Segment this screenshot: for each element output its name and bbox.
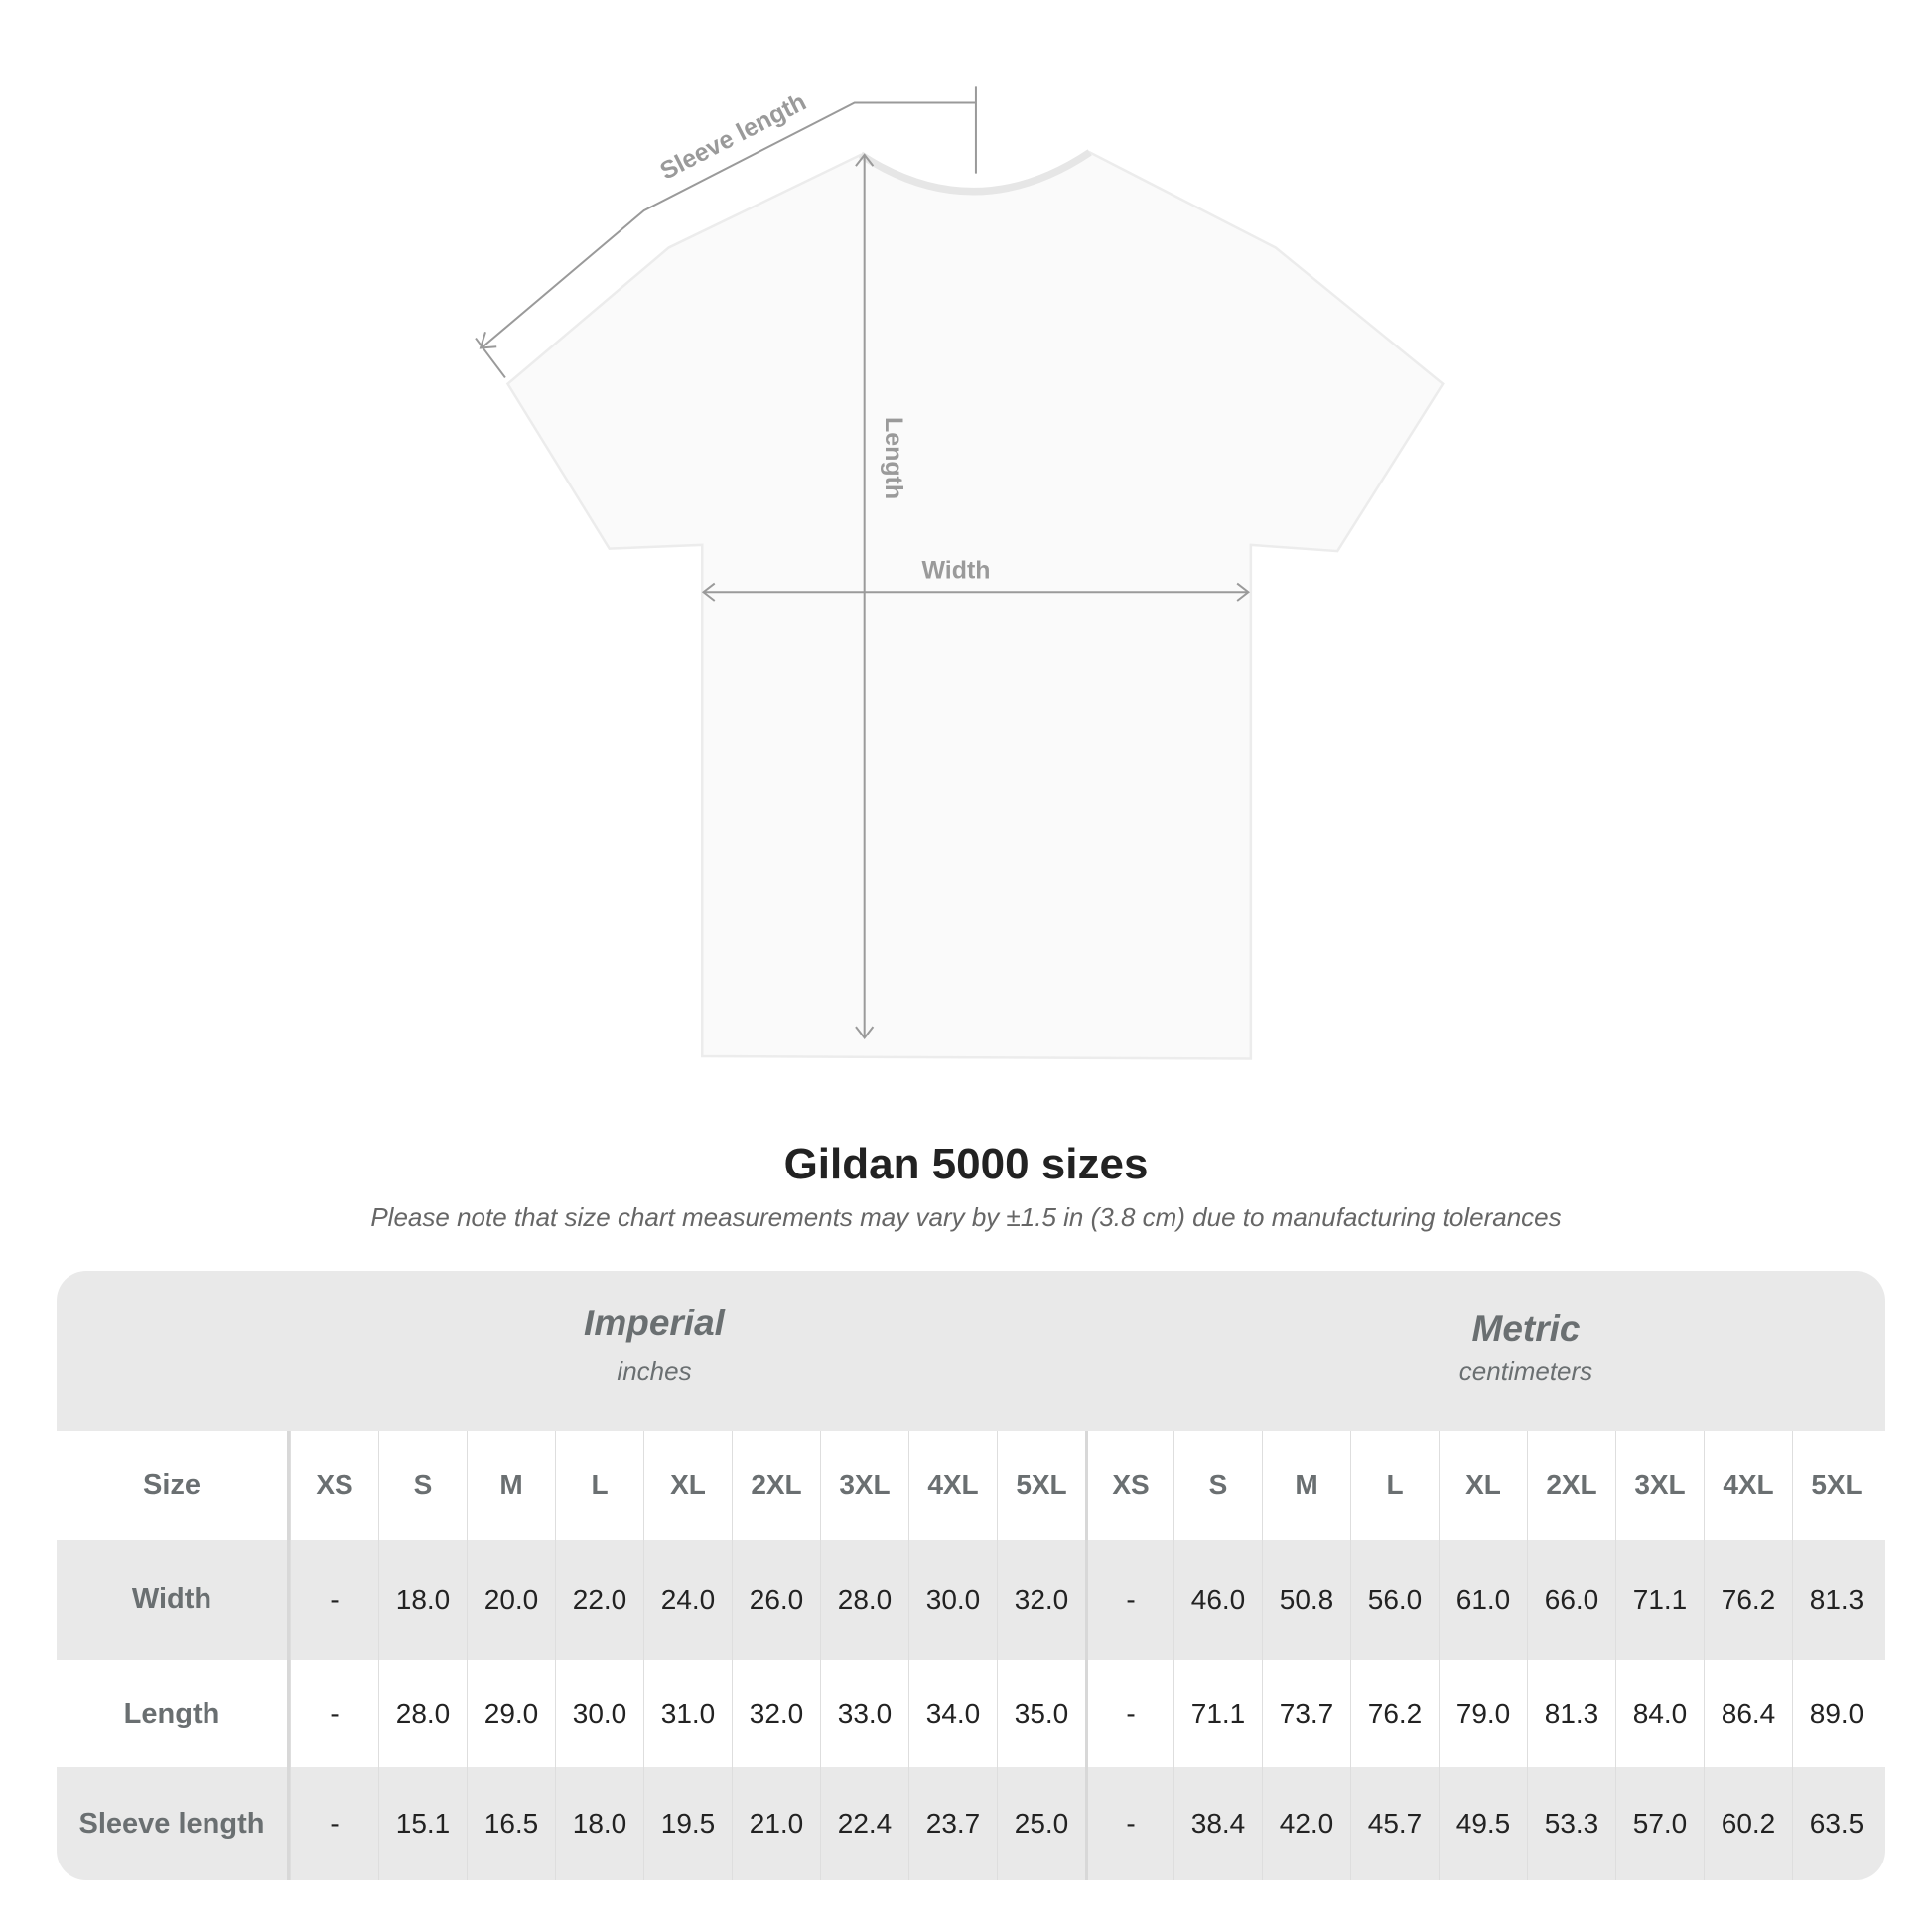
imperial-size-5xl: 5XL (997, 1431, 1085, 1540)
tolerance-note: Please note that size chart measurements… (370, 1202, 1562, 1232)
metric-cell: 57.0 (1615, 1767, 1704, 1880)
imperial-cell: 18.0 (378, 1540, 467, 1660)
metric-cell: 89.0 (1792, 1660, 1880, 1767)
unit-header: Imperial inches Metric centimeters (57, 1271, 1885, 1431)
sleeve-arrow (475, 86, 977, 379)
imperial-cell: 22.4 (820, 1767, 908, 1880)
imperial-size-s: S (378, 1431, 467, 1540)
imperial-cell: 31.0 (643, 1660, 732, 1767)
imperial-size-4xl: 4XL (908, 1431, 997, 1540)
page-title: Gildan 5000 sizes (783, 1140, 1149, 1188)
row-label: Sleeve length (57, 1767, 290, 1880)
imperial-cell: 33.0 (820, 1660, 908, 1767)
metric-cell: 76.2 (1350, 1660, 1439, 1767)
imperial-cell: 21.0 (732, 1767, 820, 1880)
imperial-cell: 22.0 (555, 1540, 643, 1660)
imperial-cell: 20.0 (467, 1540, 555, 1660)
metric-size-xs: XS (1085, 1431, 1173, 1540)
metric-cell: 84.0 (1615, 1660, 1704, 1767)
table-row-sleeve-length: Sleeve length -15.1 16.5 18.0 19.5 21.0 22.4 23… (57, 1767, 1885, 1880)
tshirt-diagram: Sleeve length Length Width (475, 86, 1445, 1060)
imperial-title: Imperial (584, 1303, 725, 1343)
imperial-cell: - (290, 1540, 378, 1660)
imperial-cell: 32.0 (732, 1660, 820, 1767)
metric-cell: - (1085, 1767, 1173, 1880)
row-label: Width (57, 1540, 290, 1660)
imperial-cell: 15.1 (378, 1767, 467, 1880)
size-label: Size (57, 1431, 290, 1540)
metric-cell: - (1085, 1540, 1173, 1660)
imperial-cell: 25.0 (997, 1767, 1085, 1880)
imperial-size-2xl: 2XL (732, 1431, 820, 1540)
imperial-header: Imperial inches (307, 1303, 1002, 1387)
metric-cell: 86.4 (1704, 1660, 1792, 1767)
imperial-size-l: L (555, 1431, 643, 1540)
imperial-cell: 26.0 (732, 1540, 820, 1660)
metric-size-s: S (1173, 1431, 1262, 1540)
metric-cell: 79.0 (1439, 1660, 1527, 1767)
imperial-cell: - (290, 1767, 378, 1880)
metric-cell: 66.0 (1527, 1540, 1615, 1660)
metric-cell: 76.2 (1704, 1540, 1792, 1660)
metric-cell: 81.3 (1527, 1660, 1615, 1767)
metric-cell: 71.1 (1173, 1660, 1262, 1767)
imperial-size-m: M (467, 1431, 555, 1540)
imperial-cell: 35.0 (997, 1660, 1085, 1767)
imperial-cell: 16.5 (467, 1767, 555, 1880)
imperial-cell: 32.0 (997, 1540, 1085, 1660)
metric-cell: - (1085, 1660, 1173, 1767)
metric-cell: 46.0 (1173, 1540, 1262, 1660)
table-row-width: Width -18.0 20.0 22.0 24.0 26.0 28.0 30.0 32.0-4… (57, 1540, 1885, 1660)
metric-cell: 53.3 (1527, 1767, 1615, 1880)
metric-cell: 63.5 (1792, 1767, 1880, 1880)
imperial-size-3xl: 3XL (820, 1431, 908, 1540)
metric-cell: 45.7 (1350, 1767, 1439, 1880)
metric-cell: 61.0 (1439, 1540, 1527, 1660)
table-row-length: Length -28.0 29.0 30.0 31.0 32.0 33.0 34.0 35.0-… (57, 1660, 1885, 1767)
metric-title: Metric (1471, 1309, 1581, 1349)
metric-unit: centimeters (1458, 1356, 1593, 1386)
size-table: Imperial inches Metric centimeters Size X… (57, 1271, 1885, 1880)
imperial-size-xs: XS (290, 1431, 378, 1540)
row-label: Length (57, 1660, 290, 1767)
imperial-cell: 19.5 (643, 1767, 732, 1880)
imperial-cell: 30.0 (908, 1540, 997, 1660)
length-arrow (855, 153, 875, 1039)
imperial-cell: 34.0 (908, 1660, 997, 1767)
imperial-cell: 24.0 (643, 1540, 732, 1660)
tshirt-shape (505, 150, 1445, 1060)
metric-size-l: L (1350, 1431, 1439, 1540)
imperial-cell: 28.0 (820, 1540, 908, 1660)
metric-cell: 73.7 (1262, 1660, 1350, 1767)
metric-size-4xl: 4XL (1704, 1431, 1792, 1540)
imperial-cell: 30.0 (555, 1660, 643, 1767)
metric-cell: 71.1 (1615, 1540, 1704, 1660)
metric-size-2xl: 2XL (1527, 1431, 1615, 1540)
metric-header: Metric centimeters (1178, 1309, 1873, 1387)
metric-size-m: M (1262, 1431, 1350, 1540)
metric-cell: 42.0 (1262, 1767, 1350, 1880)
imperial-cell: - (290, 1660, 378, 1767)
imperial-size-xl: XL (643, 1431, 732, 1540)
metric-cell: 81.3 (1792, 1540, 1880, 1660)
metric-cell: 60.2 (1704, 1767, 1792, 1880)
imperial-cell: 28.0 (378, 1660, 467, 1767)
imperial-unit: inches (617, 1356, 692, 1386)
metric-size-5xl: 5XL (1792, 1431, 1880, 1540)
size-header-row: Size XS S M L XL 2XL 3XL 4XL 5XL XS S M L XL 2XL 3XL 4XL 5… (57, 1431, 1885, 1540)
length-label: Length (880, 417, 907, 499)
metric-cell: 38.4 (1173, 1767, 1262, 1880)
metric-size-3xl: 3XL (1615, 1431, 1704, 1540)
width-label: Width (921, 557, 990, 585)
imperial-cell: 18.0 (555, 1767, 643, 1880)
metric-cell: 49.5 (1439, 1767, 1527, 1880)
metric-cell: 56.0 (1350, 1540, 1439, 1660)
imperial-cell: 23.7 (908, 1767, 997, 1880)
imperial-cell: 29.0 (467, 1660, 555, 1767)
metric-cell: 50.8 (1262, 1540, 1350, 1660)
metric-size-xl: XL (1439, 1431, 1527, 1540)
width-arrow (701, 582, 1251, 602)
